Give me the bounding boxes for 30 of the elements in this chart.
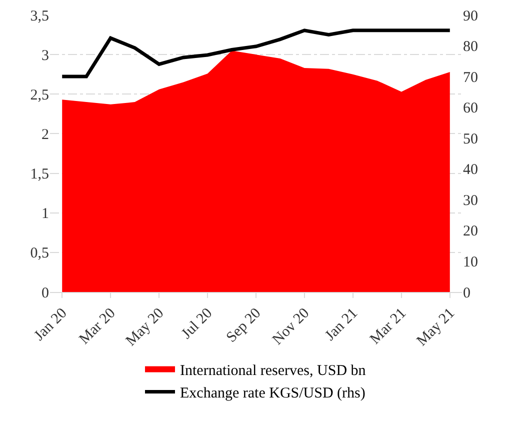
y-tick-label: 1 (42, 206, 49, 222)
x-tick-label: Jan 21 (322, 305, 362, 344)
line-series (60, 28, 452, 78)
y-tick-label: 2 (42, 126, 49, 143)
x-tick-label: Mar 21 (367, 305, 410, 348)
y-tick-label: 3,5 (30, 8, 49, 24)
y2-tick-label: 60 (463, 100, 478, 117)
x-tick-label: May 20 (123, 305, 168, 350)
legend-label: Exchange rate KGS/USD (rhs) (180, 386, 366, 402)
y2-tick-label: 40 (463, 162, 478, 178)
x-tick-label: Jul 20 (178, 305, 216, 342)
y2-tick-label: 90 (463, 8, 478, 24)
y-tick-label: 2,5 (30, 87, 49, 104)
x-tick-label: Mar 20 (76, 305, 119, 348)
y-tick-label: 0,5 (30, 246, 49, 262)
y2-tick-label: 30 (463, 192, 478, 209)
y2-tick-label: 20 (463, 224, 478, 240)
y2-tick-label: 70 (463, 70, 478, 86)
y2-tick-label: 80 (463, 39, 478, 56)
y-tick-label: 0 (42, 285, 49, 302)
y-tick-label: 3 (42, 48, 49, 64)
x-tick-label: Jan 20 (32, 305, 70, 344)
x-tick-label: Nov 20 (270, 305, 313, 348)
legend-label: International reserves, USD bn (180, 363, 366, 380)
y-tick-label: 1,5 (30, 166, 49, 183)
x-tick-label: May 21 (414, 305, 458, 350)
y2-tick-label: 0 (463, 285, 470, 302)
y2-tick-label: 50 (463, 131, 478, 148)
x-tick-label: Sep 20 (224, 305, 264, 346)
y2-tick-label: 10 (463, 254, 478, 270)
